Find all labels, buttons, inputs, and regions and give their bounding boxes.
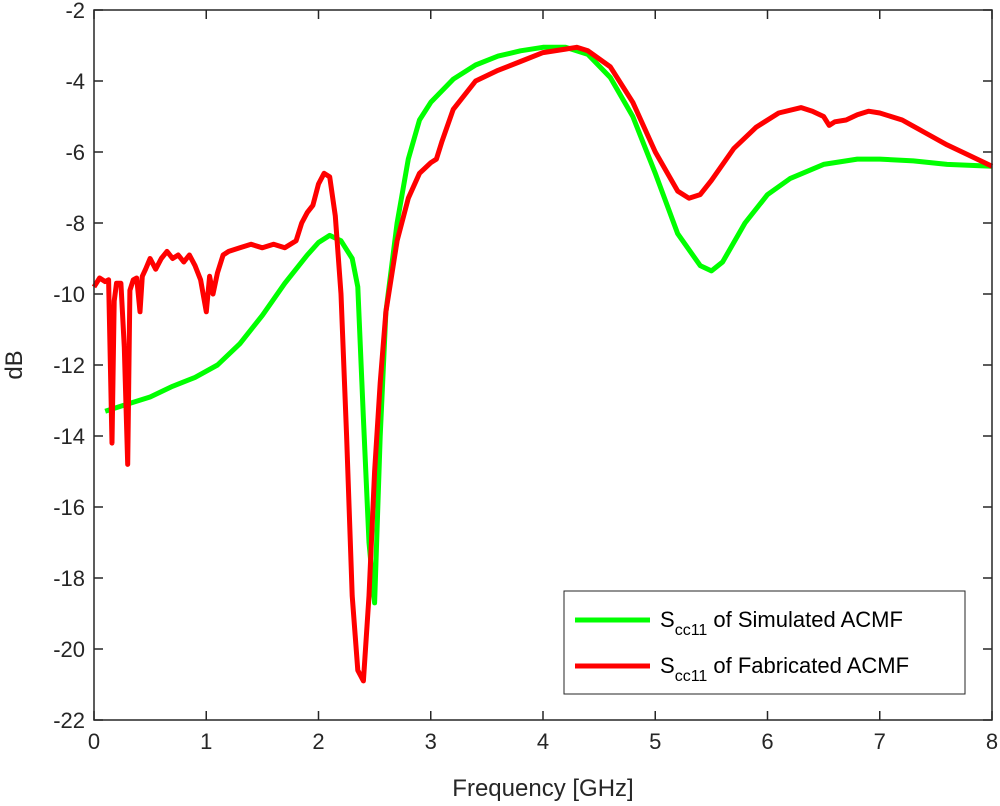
y-tick-label: -22	[53, 708, 85, 733]
x-tick-label: 2	[312, 729, 324, 754]
x-tick-label: 1	[200, 729, 212, 754]
legend-label-fabricated: Scc11 of Fabricated ACMF	[660, 653, 909, 685]
x-tick-label: 4	[537, 729, 549, 754]
x-axis-title: Frequency [GHz]	[452, 775, 633, 802]
series-line-simulated	[104, 44, 993, 606]
y-tick-label: -10	[53, 282, 85, 307]
y-tick-label: -8	[65, 211, 85, 236]
series-line-fabricated	[91, 44, 994, 684]
x-tick-label: 0	[88, 729, 100, 754]
x-tick-label: 3	[425, 729, 437, 754]
y-tick-label: -18	[53, 566, 85, 591]
y-tick-label: -14	[53, 424, 85, 449]
y-tick-label: -12	[53, 353, 85, 378]
x-tick-label: 5	[649, 729, 661, 754]
x-tick-label: 6	[761, 729, 773, 754]
series-layer	[91, 44, 994, 684]
y-axis-title: dB	[1, 350, 28, 379]
y-tick-label: -2	[65, 0, 85, 23]
y-tick-label: -6	[65, 140, 85, 165]
y-axis: -22 -20 -18 -16 -14 -12 -10 -8 -6 -4 -2	[53, 0, 992, 733]
y-tick-label: -16	[53, 495, 85, 520]
x-tick-label: 7	[874, 729, 886, 754]
legend-label-simulated: Scc11 of Simulated ACMF	[660, 607, 903, 639]
legend: Scc11 of Simulated ACMF Scc11 of Fabrica…	[563, 590, 966, 695]
legend-box	[563, 590, 966, 695]
x-axis: 0 1 2 3 4 5 6 7 8	[88, 10, 998, 754]
x-tick-label: 8	[986, 729, 998, 754]
y-tick-label: -20	[53, 637, 85, 662]
y-tick-label: -4	[65, 69, 85, 94]
